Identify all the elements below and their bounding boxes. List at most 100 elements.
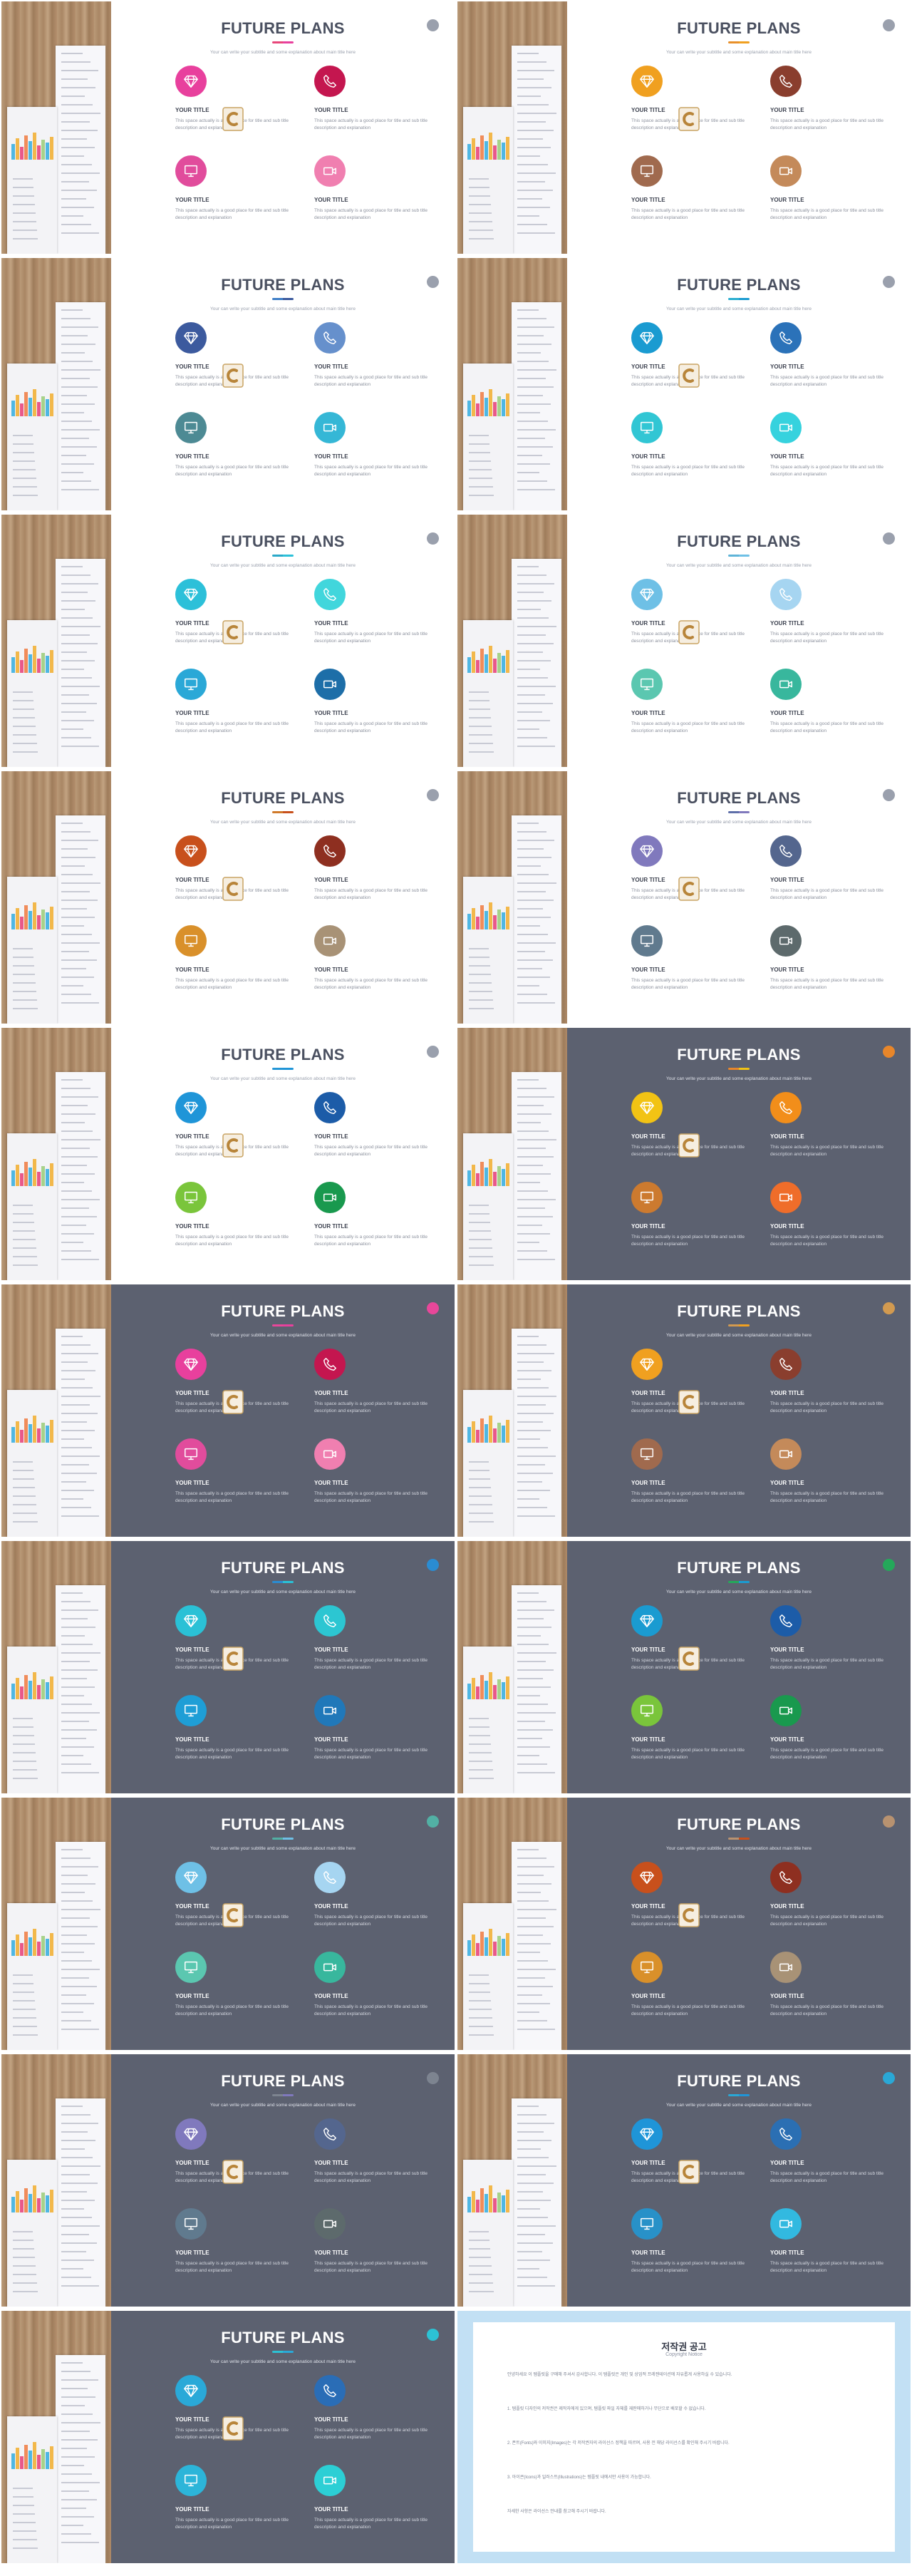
phone-icon-circle[interactable]	[770, 322, 802, 354]
phone-icon-circle[interactable]	[770, 1862, 802, 1893]
slide-4[interactable]: FUTURE PLANS Your can write your subtitle…	[457, 258, 911, 510]
phone-icon-circle[interactable]	[314, 2118, 346, 2150]
diamond-icon-circle[interactable]	[175, 1605, 207, 1637]
diamond-icon-circle[interactable]	[631, 1349, 663, 1380]
video-camera-icon-circle[interactable]	[314, 1438, 346, 1470]
video-camera-icon-circle[interactable]	[314, 155, 346, 187]
diamond-icon-circle[interactable]	[175, 1862, 207, 1893]
slide-indicator-dot[interactable]	[883, 2072, 895, 2084]
slide-indicator-dot[interactable]	[427, 2329, 439, 2341]
slide-1[interactable]: FUTURE PLANS Your can write your subtitle…	[1, 1, 455, 254]
slide-12[interactable]: FUTURE PLANS Your can write your subtitle…	[457, 1284, 911, 1537]
monitor-icon-circle[interactable]	[175, 1952, 207, 1983]
diamond-icon-circle[interactable]	[631, 66, 663, 97]
phone-icon-circle[interactable]	[770, 66, 802, 97]
phone-icon-circle[interactable]	[770, 1605, 802, 1637]
monitor-icon-circle[interactable]	[631, 1695, 663, 1726]
phone-icon-circle[interactable]	[314, 1092, 346, 1123]
video-camera-icon-circle[interactable]	[770, 2208, 802, 2240]
slide-13[interactable]: FUTURE PLANS Your can write your subtitle…	[1, 1541, 455, 1793]
slide-indicator-dot[interactable]	[427, 1815, 439, 1828]
monitor-icon-circle[interactable]	[631, 1182, 663, 1213]
slide-indicator-dot[interactable]	[883, 1046, 895, 1058]
slide-9[interactable]: FUTURE PLANS Your can write your subtitle…	[1, 1028, 455, 1280]
diamond-icon-circle[interactable]	[631, 1605, 663, 1637]
video-camera-icon-circle[interactable]	[770, 1952, 802, 1983]
slide-indicator-dot[interactable]	[427, 1559, 439, 1571]
video-camera-icon-circle[interactable]	[770, 669, 802, 700]
monitor-icon-circle[interactable]	[175, 1695, 207, 1726]
slide-6[interactable]: FUTURE PLANS Your can write your subtitle…	[457, 515, 911, 767]
phone-icon-circle[interactable]	[314, 2375, 346, 2406]
diamond-icon-circle[interactable]	[175, 322, 207, 354]
video-camera-icon-circle[interactable]	[770, 1438, 802, 1470]
diamond-icon-circle[interactable]	[175, 66, 207, 97]
copyright-slide[interactable]: 저작권 공고 Copyright Notice 안녕하세요 이 템플릿을 구매해 주…	[457, 2311, 911, 2563]
phone-icon-circle[interactable]	[314, 579, 346, 610]
phone-icon-circle[interactable]	[314, 1605, 346, 1637]
monitor-icon-circle[interactable]	[175, 2208, 207, 2240]
slide-indicator-dot[interactable]	[427, 789, 439, 801]
monitor-icon-circle[interactable]	[175, 1182, 207, 1213]
monitor-icon-circle[interactable]	[175, 155, 207, 187]
diamond-icon-circle[interactable]	[175, 835, 207, 867]
slide-11[interactable]: FUTURE PLANS Your can write your subtitle…	[1, 1284, 455, 1537]
slide-indicator-dot[interactable]	[883, 1559, 895, 1571]
phone-icon-circle[interactable]	[770, 1349, 802, 1380]
video-camera-icon-circle[interactable]	[314, 412, 346, 443]
video-camera-icon-circle[interactable]	[770, 155, 802, 187]
slide-2[interactable]: FUTURE PLANS Your can write your subtitle…	[457, 1, 911, 254]
monitor-icon-circle[interactable]	[175, 669, 207, 700]
video-camera-icon-circle[interactable]	[314, 1182, 346, 1213]
diamond-icon-circle[interactable]	[631, 2118, 663, 2150]
diamond-icon-circle[interactable]	[175, 1092, 207, 1123]
slide-16[interactable]: FUTURE PLANS Your can write your subtitle…	[457, 1798, 911, 2050]
diamond-icon-circle[interactable]	[175, 1349, 207, 1380]
slide-indicator-dot[interactable]	[883, 19, 895, 31]
video-camera-icon-circle[interactable]	[314, 925, 346, 957]
diamond-icon-circle[interactable]	[175, 2375, 207, 2406]
slide-19[interactable]: FUTURE PLANS Your can write your subtitle…	[1, 2311, 455, 2563]
monitor-icon-circle[interactable]	[631, 925, 663, 957]
phone-icon-circle[interactable]	[770, 835, 802, 867]
slide-5[interactable]: FUTURE PLANS Your can write your subtitle…	[1, 515, 455, 767]
slide-18[interactable]: FUTURE PLANS Your can write your subtitle…	[457, 2054, 911, 2307]
slide-8[interactable]: FUTURE PLANS Your can write your subtitle…	[457, 771, 911, 1024]
video-camera-icon-circle[interactable]	[314, 1695, 346, 1726]
video-camera-icon-circle[interactable]	[770, 925, 802, 957]
video-camera-icon-circle[interactable]	[314, 2208, 346, 2240]
slide-17[interactable]: FUTURE PLANS Your can write your subtitle…	[1, 2054, 455, 2307]
slide-indicator-dot[interactable]	[883, 532, 895, 545]
slide-indicator-dot[interactable]	[427, 1302, 439, 1314]
diamond-icon-circle[interactable]	[175, 579, 207, 610]
slide-3[interactable]: FUTURE PLANS Your can write your subtitle…	[1, 258, 455, 510]
slide-indicator-dot[interactable]	[427, 19, 439, 31]
slide-indicator-dot[interactable]	[883, 1815, 895, 1828]
slide-indicator-dot[interactable]	[883, 789, 895, 801]
slide-indicator-dot[interactable]	[427, 2072, 439, 2084]
monitor-icon-circle[interactable]	[175, 925, 207, 957]
video-camera-icon-circle[interactable]	[770, 412, 802, 443]
monitor-icon-circle[interactable]	[175, 2465, 207, 2496]
phone-icon-circle[interactable]	[314, 66, 346, 97]
diamond-icon-circle[interactable]	[631, 579, 663, 610]
slide-indicator-dot[interactable]	[427, 532, 439, 545]
slide-7[interactable]: FUTURE PLANS Your can write your subtitle…	[1, 771, 455, 1024]
phone-icon-circle[interactable]	[314, 1862, 346, 1893]
monitor-icon-circle[interactable]	[175, 1438, 207, 1470]
slide-indicator-dot[interactable]	[883, 1302, 895, 1314]
phone-icon-circle[interactable]	[770, 2118, 802, 2150]
slide-indicator-dot[interactable]	[427, 276, 439, 288]
phone-icon-circle[interactable]	[314, 835, 346, 867]
video-camera-icon-circle[interactable]	[314, 2465, 346, 2496]
video-camera-icon-circle[interactable]	[314, 669, 346, 700]
phone-icon-circle[interactable]	[770, 1092, 802, 1123]
slide-indicator-dot[interactable]	[427, 1046, 439, 1058]
slide-indicator-dot[interactable]	[883, 276, 895, 288]
monitor-icon-circle[interactable]	[631, 1952, 663, 1983]
monitor-icon-circle[interactable]	[631, 412, 663, 443]
video-camera-icon-circle[interactable]	[314, 1952, 346, 1983]
diamond-icon-circle[interactable]	[631, 1862, 663, 1893]
monitor-icon-circle[interactable]	[175, 412, 207, 443]
phone-icon-circle[interactable]	[770, 579, 802, 610]
